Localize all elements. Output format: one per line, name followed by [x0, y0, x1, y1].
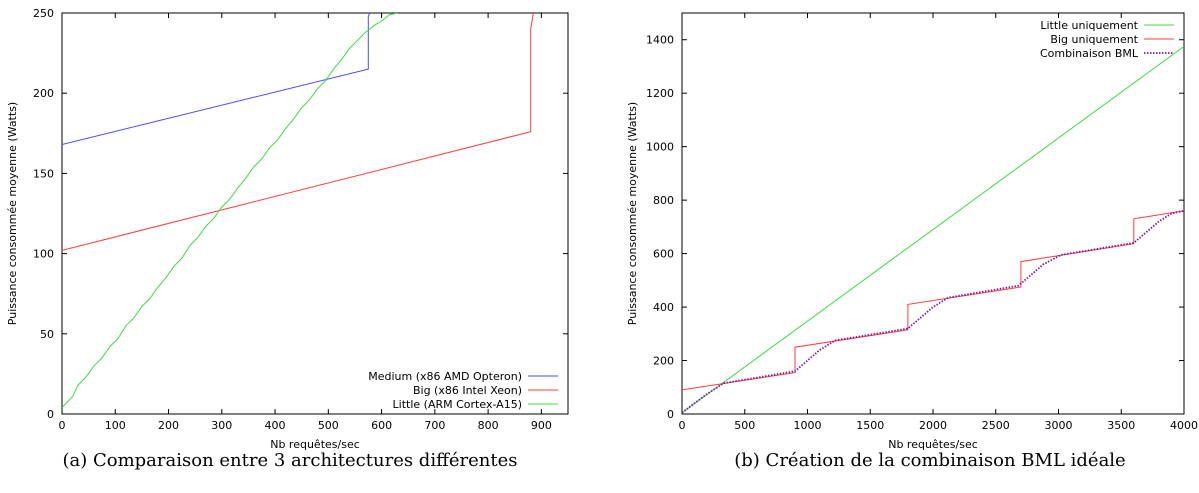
caption-a: (a) Comparaison entre 3 architectures di…	[62, 450, 518, 471]
x-tick-label: 800	[478, 419, 499, 432]
chart-b: 0 500 1000 1500 2000 2500 3000 3500 4000 0 200 400 6…	[626, 12, 1198, 451]
x-tick-label: 500	[318, 419, 339, 432]
y-tick-label: 150	[33, 167, 54, 180]
x-tick-label: 2500	[982, 419, 1010, 432]
x-tick-label: 600	[371, 419, 392, 432]
x-tick-label: 1500	[856, 419, 884, 432]
series-line	[682, 209, 1184, 414]
caption-b: (b) Création de la combinaison BML idéal…	[734, 450, 1126, 471]
x-tick-label: 1000	[794, 419, 822, 432]
x-axis-label: Nb requêtes/sec	[888, 438, 978, 451]
y-tick-label: 1200	[646, 87, 674, 100]
legend-label: Little uniquement	[1040, 19, 1138, 32]
plot-frame	[681, 12, 1185, 415]
legend-label: Combinaison BML	[1040, 47, 1139, 60]
x-tick-label: 0	[679, 419, 686, 432]
y-tick-label: 0	[47, 408, 54, 421]
legend-label: Medium (x86 AMD Opteron)	[368, 370, 522, 383]
x-tick-label: 4000	[1170, 419, 1198, 432]
y-tick-label: 600	[653, 248, 674, 261]
y-axis-label: Puissance consommée moyenne (Watts)	[6, 102, 19, 325]
series-line	[62, 13, 371, 145]
y-tick-label: 1400	[646, 34, 674, 47]
x-tick-label: 900	[531, 419, 552, 432]
legend-label: Big uniquement	[1050, 33, 1138, 46]
y-tick-label: 250	[33, 7, 54, 20]
x-tick-label: 300	[211, 419, 232, 432]
x-axis-label: Nb requêtes/sec	[270, 438, 360, 451]
series-line	[62, 13, 534, 251]
series-group	[682, 45, 1184, 414]
x-tick-label: 100	[105, 419, 126, 432]
series-line	[682, 45, 1184, 414]
x-tick-label: 3500	[1107, 419, 1135, 432]
chart-a: 0 100 200 300 400 500 600 700 800 900 0 50 100 150 200…	[6, 7, 569, 451]
y-tick-label: 200	[33, 87, 54, 100]
x-tick-label: 2000	[919, 419, 947, 432]
x-tick-label: 400	[265, 419, 286, 432]
y-tick-label: 800	[653, 194, 674, 207]
series-group	[62, 13, 534, 408]
series-line	[62, 13, 398, 408]
y-tick-label: 0	[667, 408, 674, 421]
y-tick-label: 1000	[646, 141, 674, 154]
y-axis-label: Puissance consommée moyenne (Watts)	[626, 102, 639, 325]
x-tick-label: 3000	[1045, 419, 1073, 432]
legend-label: Little (ARM Cortex-A15)	[393, 398, 522, 411]
y-tick-label: 100	[33, 248, 54, 261]
y-tick-label: 200	[653, 355, 674, 368]
x-tick-label: 500	[734, 419, 755, 432]
x-tick-label: 0	[59, 419, 66, 432]
plot-frame	[61, 12, 569, 415]
series-line	[682, 210, 1184, 391]
y-tick-label: 400	[653, 301, 674, 314]
x-tick-label: 200	[158, 419, 179, 432]
y-tick-label: 50	[40, 328, 54, 341]
legend-label: Big (x86 Intel Xeon)	[413, 384, 522, 397]
x-tick-label: 700	[424, 419, 445, 432]
